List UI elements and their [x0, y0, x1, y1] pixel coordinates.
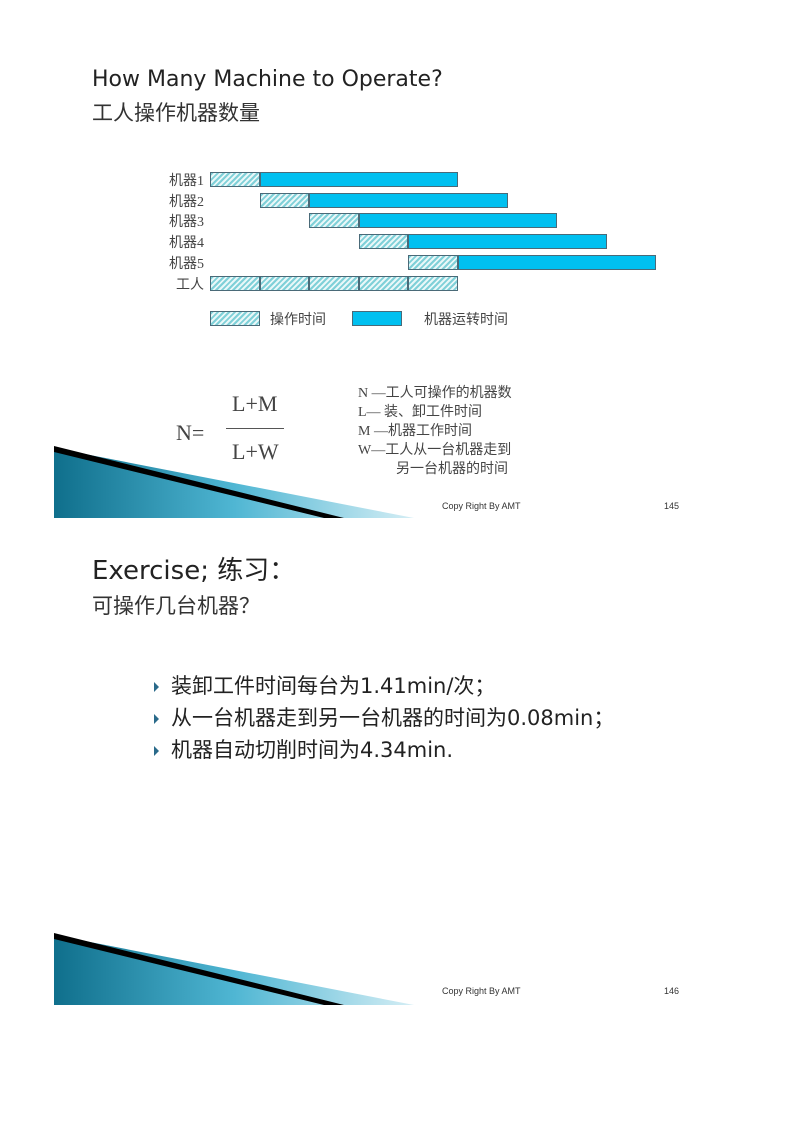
slide-145: How Many Machine to Operate? 工人操作机器数量 机器… — [54, 55, 694, 518]
operation-time-bar — [210, 275, 260, 291]
operation-time-bar — [309, 213, 359, 229]
machine-run-bar — [458, 254, 657, 270]
formula-lhs: N= — [176, 420, 205, 445]
operation-time-bar — [259, 192, 310, 208]
copyright: Copy Right By AMT — [442, 986, 521, 996]
operation-time-bar — [408, 254, 458, 270]
operation-time-bar — [259, 275, 310, 291]
bullet-item: 装卸工件时间每台为1.41min/次； — [154, 670, 495, 700]
legend-label-operation: 操作时间 — [270, 313, 326, 328]
row-label: 机器1 — [169, 174, 204, 189]
bullet-triangle-icon — [154, 682, 159, 692]
machine-run-bar — [259, 172, 458, 187]
bullet-item: 机器自动切削时间为4.34min. — [154, 734, 453, 764]
machine-run-bar — [358, 213, 558, 229]
operation-time-bar — [309, 275, 359, 291]
definition-l: L— 装、卸工件时间 — [358, 405, 483, 420]
fraction-bar — [226, 428, 284, 429]
decorative-swoosh — [54, 446, 414, 518]
row-label: 机器4 — [169, 236, 204, 252]
definition-n: N —工人可操作的机器数 — [358, 386, 512, 401]
operation-time-bar — [358, 234, 409, 250]
decorative-swoosh — [54, 933, 414, 1005]
slide-146: Exercise; 练习： 可操作几台机器？ 装卸工件时间每台为1.41min/… — [54, 540, 694, 1005]
variable-definitions: N —工人可操作的机器数 L— 装、卸工件时间 M —机器工作时间 W—工人从一… — [358, 384, 512, 479]
definition-w-cont: 另一台机器的时间 — [396, 462, 508, 477]
slide-title: How Many Machine to Operate? — [92, 67, 443, 92]
machine-run-bar — [408, 234, 607, 250]
row-label: 机器3 — [169, 215, 204, 231]
slide-subtitle: 可操作几台机器？ — [92, 594, 260, 618]
bullet-item: 从一台机器走到另一台机器的时间为0.08min； — [154, 702, 614, 732]
operation-time-bar — [358, 275, 409, 291]
row-label: 机器5 — [169, 256, 204, 272]
operation-time-bar — [408, 275, 458, 291]
legend-swatch-operation — [210, 311, 260, 326]
machine-run-bar — [309, 192, 508, 208]
legend-label-running: 机器运转时间 — [424, 313, 508, 328]
legend-swatch-running — [352, 311, 402, 326]
definition-w: W—工人从一台机器走到 — [358, 443, 512, 458]
row-label: 工人 — [176, 277, 204, 293]
bullet-triangle-icon — [154, 714, 159, 724]
operation-time-bar — [210, 172, 260, 187]
formula-numerator: L+M — [232, 391, 278, 416]
slide-title: Exercise; 练习： — [92, 556, 296, 586]
page-number: 145 — [664, 501, 680, 511]
copyright: Copy Right By AMT — [442, 501, 521, 511]
bullet-triangle-icon — [154, 746, 159, 756]
row-label: 机器2 — [169, 194, 204, 210]
definition-m: M —机器工作时间 — [358, 424, 472, 439]
page-number: 146 — [664, 986, 680, 996]
slide-subtitle: 工人操作机器数量 — [92, 101, 260, 125]
formula-denominator: L+W — [232, 439, 279, 464]
